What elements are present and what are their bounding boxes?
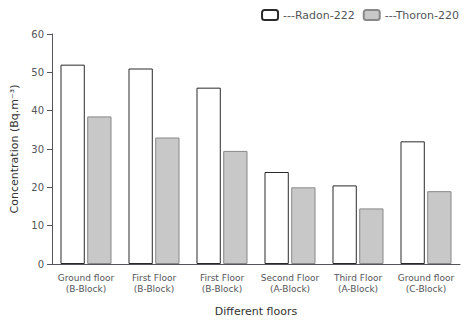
svg-text:First Floor: First Floor: [200, 273, 244, 283]
svg-text:Concentration (Bq.m⁻³): Concentration (Bq.m⁻³): [8, 85, 21, 214]
svg-text:20: 20: [31, 182, 44, 193]
svg-text:40: 40: [31, 105, 44, 116]
svg-text:First Floor: First Floor: [132, 273, 176, 283]
svg-text:(B-Block): (B-Block): [202, 284, 242, 294]
svg-text:(A-Block): (A-Block): [270, 284, 310, 294]
svg-text:---Thoron-220: ---Thoron-220: [385, 9, 459, 22]
svg-text:(C-Block): (C-Block): [406, 284, 447, 294]
svg-text:Third Floor: Third Floor: [333, 273, 383, 283]
svg-text:---Radon-222: ---Radon-222: [283, 9, 355, 22]
svg-text:Ground floor: Ground floor: [58, 273, 115, 283]
svg-text:(B-Block): (B-Block): [66, 284, 106, 294]
svg-text:(A-Block): (A-Block): [338, 284, 378, 294]
svg-text:Different floors: Different floors: [215, 305, 298, 318]
svg-text:50: 50: [31, 67, 44, 78]
svg-text:Ground floor: Ground floor: [398, 273, 455, 283]
svg-text:30: 30: [31, 144, 44, 155]
svg-text:0: 0: [38, 259, 44, 270]
svg-text:(B-Block): (B-Block): [134, 284, 174, 294]
svg-text:60: 60: [31, 29, 44, 40]
svg-text:Second Floor: Second Floor: [261, 273, 320, 283]
svg-text:10: 10: [31, 220, 44, 231]
